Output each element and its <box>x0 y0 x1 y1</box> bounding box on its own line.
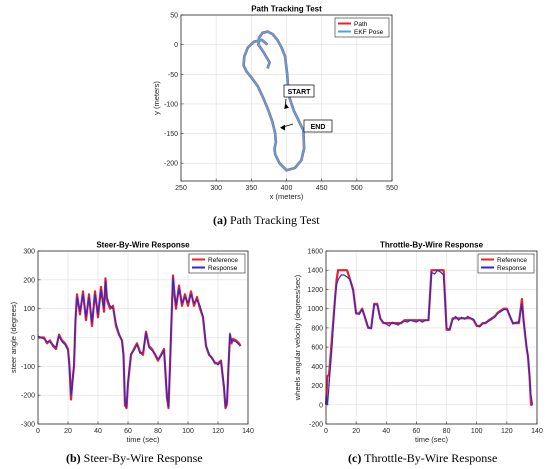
x-tick-label: 80 <box>443 428 451 435</box>
x-tick-label: 20 <box>64 428 72 435</box>
caption-b: (b) Steer-By-Wire Response <box>66 451 203 466</box>
x-axis-label: time (sec) <box>415 435 448 444</box>
x-tick-label: 60 <box>124 428 132 435</box>
x-tick-label: 140 <box>242 428 254 435</box>
y-axis-label: wheels angular velocity (degrees/sec) <box>293 274 302 401</box>
plot-frame <box>325 250 538 425</box>
x-tick-label: 120 <box>212 428 224 435</box>
caption-a: (a) Path Tracking Test <box>213 213 320 228</box>
x-tick-label: 100 <box>182 428 194 435</box>
y-tick-label: -200 <box>21 393 35 400</box>
caption-b-label: (b) <box>66 451 81 465</box>
y-tick-label: -50 <box>168 72 178 79</box>
start-box <box>283 84 315 98</box>
y-tick-label: -200 <box>164 161 178 168</box>
y-tick-label: -100 <box>164 101 178 108</box>
caption-c: (c) Throttle-By-Wire Response <box>348 451 497 466</box>
y-tick-label: 1200 <box>307 287 323 294</box>
x-tick-label: 300 <box>210 185 222 192</box>
x-tick-label: 500 <box>351 185 363 192</box>
y-axis-label: y (meters) <box>152 81 161 115</box>
legend-entry: EKF Pose <box>354 29 384 36</box>
y-tick-label: 300 <box>23 249 35 256</box>
legend-entry: Reference <box>497 257 527 264</box>
x-tick-label: 350 <box>245 185 257 192</box>
x-axis-label: time (sec) <box>127 435 160 444</box>
end-arrowhead <box>280 124 286 131</box>
chart-title: Throttle-By-Wire Response <box>380 241 484 250</box>
start-arrowhead <box>283 103 289 109</box>
x-tick-label: 450 <box>316 185 328 192</box>
x-tick-label: 0 <box>324 428 328 435</box>
caption-c-label: (c) <box>348 451 362 465</box>
y-tick-label: 0 <box>174 42 178 49</box>
legend-entry: Response <box>208 265 238 272</box>
y-tick-label: 1000 <box>307 306 323 313</box>
x-tick-label: 140 <box>531 428 543 435</box>
caption-c-text: Throttle-By-Wire Response <box>364 451 498 465</box>
x-tick-label: 100 <box>471 428 483 435</box>
y-tick-label: 50 <box>170 13 178 20</box>
chart-title: Path Tracking Test <box>251 5 322 14</box>
end-box <box>303 119 333 133</box>
y-tick-label: 0 <box>319 402 323 409</box>
y-tick-label: 200 <box>311 383 323 390</box>
y-tick-label: 1400 <box>307 268 323 275</box>
plot-frame <box>37 250 249 425</box>
y-tick-label: -100 <box>21 364 35 371</box>
caption-b-text: Steer-By-Wire Response <box>83 451 203 465</box>
y-tick-label: 200 <box>23 277 35 284</box>
start-annotation: START <box>288 89 312 96</box>
caption-a-text: Path Tracking Test <box>230 213 320 227</box>
x-tick-label: 400 <box>281 185 293 192</box>
y-axis-label: steer angle (degrees) <box>9 301 18 373</box>
y-tick-label: 100 <box>23 306 35 313</box>
y-tick-label: 400 <box>311 364 323 371</box>
plot-frame <box>180 14 393 182</box>
legend-entry: Path <box>354 21 368 28</box>
x-tick-label: 20 <box>352 428 360 435</box>
y-tick-label: -200 <box>309 422 323 429</box>
y-tick-label: 1600 <box>307 249 323 256</box>
series-response-line <box>325 269 534 406</box>
end-annotation: END <box>311 124 326 131</box>
series-ekf-pose-line <box>242 30 306 172</box>
x-tick-label: 120 <box>501 428 513 435</box>
y-tick-label: -150 <box>164 131 178 138</box>
chart-c: 0 20 40 60 80 100 120 140 1600 1400 1200 1000 800 600… <box>293 241 543 445</box>
x-axis-label: x (meters) <box>270 192 304 201</box>
x-tick-label: 40 <box>94 428 102 435</box>
y-tick-label: 600 <box>311 345 323 352</box>
x-tick-label: 250 <box>175 185 187 192</box>
x-tick-label: 40 <box>382 428 390 435</box>
y-tick-label: 800 <box>311 325 323 332</box>
legend-entry: Response <box>497 265 527 272</box>
y-tick-label: 0 <box>31 335 35 342</box>
y-tick-label: -300 <box>21 422 35 429</box>
series-response-line <box>37 277 241 408</box>
caption-a-label: (a) <box>213 213 227 227</box>
x-tick-label: 0 <box>36 428 40 435</box>
chart-title: Steer-By-Wire Response <box>96 241 190 250</box>
chart-a: 250 300 350 400 450 500 550500-50-100-150-200P… <box>152 5 398 202</box>
chart-b: 0 20 40 60 80 100 120 140 300 200 100 0 -100 -200 -300… <box>9 241 254 445</box>
x-tick-label: 550 <box>386 185 398 192</box>
x-tick-label: 80 <box>154 428 162 435</box>
legend-entry: Reference <box>208 257 238 264</box>
x-tick-label: 60 <box>413 428 421 435</box>
